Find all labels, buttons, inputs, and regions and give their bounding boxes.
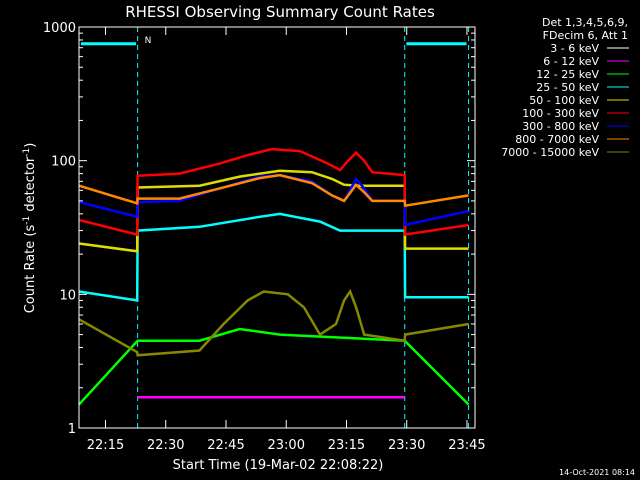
legend-label-5: 100 - 300 keV — [522, 107, 599, 120]
y-tick-label-3: 1000 — [43, 21, 76, 36]
x-tick-label-1: 22:30 — [147, 438, 184, 453]
y-label-sup-2: -1 — [22, 148, 32, 157]
legend-label-7: 800 - 7000 keV — [515, 133, 599, 146]
x-tick-label-4: 23:15 — [328, 438, 365, 453]
chart-title: RHESSI Observing Summary Count Rates — [125, 3, 435, 21]
plot-frame — [78, 26, 476, 429]
axes-layer: 22:15 22:30 22:45 23:00 23:15 23:30 23:45 1 10 10… — [43, 21, 486, 453]
legend: Det 1,3,4,5,6,9,FDecim 6, Att 13 - 6 keV… — [501, 16, 629, 159]
legend-label-0: 3 - 6 keV — [550, 42, 599, 55]
legend-label-8: 7000 - 15000 keV — [501, 146, 599, 159]
x-tick-label-0: 22:15 — [87, 438, 124, 453]
legend-label-2: 12 - 25 keV — [536, 68, 599, 81]
series-line-7 — [78, 173, 469, 208]
x-tick-label-2: 22:45 — [207, 438, 244, 453]
y-label-part-1: Count Rate (s — [23, 225, 38, 314]
y-tick-label-0: 1 — [68, 422, 76, 437]
series-line-5 — [78, 147, 469, 237]
y-label-part-2: detector — [23, 156, 38, 216]
legend-label-3: 25 - 50 keV — [536, 81, 599, 94]
data-layer: N — [78, 27, 470, 428]
legend-header-0: Det 1,3,4,5,6,9, — [542, 16, 628, 29]
footer-date: 14-Oct-2021 08:14 — [559, 468, 635, 477]
legend-header-1: FDecim 6, Att 1 — [543, 29, 628, 42]
y-label-part-3: ) — [23, 143, 38, 148]
y-axis-label: Count Rate (s-1 detector-1) — [22, 143, 38, 314]
y-tick-label-2: 100 — [51, 155, 76, 170]
x-axis-label: Start Time (19-Mar-02 22:08:22) — [173, 458, 384, 473]
x-tick-label-5: 23:30 — [388, 438, 425, 453]
y-tick-label-1: 10 — [59, 288, 76, 303]
legend-label-4: 50 - 100 keV — [529, 94, 599, 107]
annotation-n: N — [145, 36, 152, 46]
series-line-8 — [78, 288, 469, 357]
legend-label-1: 6 - 12 keV — [543, 55, 599, 68]
y-label-sup-1: -1 — [22, 216, 32, 225]
x-tick-label-3: 23:00 — [268, 438, 305, 453]
legend-label-6: 300 - 800 keV — [522, 120, 599, 133]
x-tick-label-6: 23:45 — [448, 438, 485, 453]
